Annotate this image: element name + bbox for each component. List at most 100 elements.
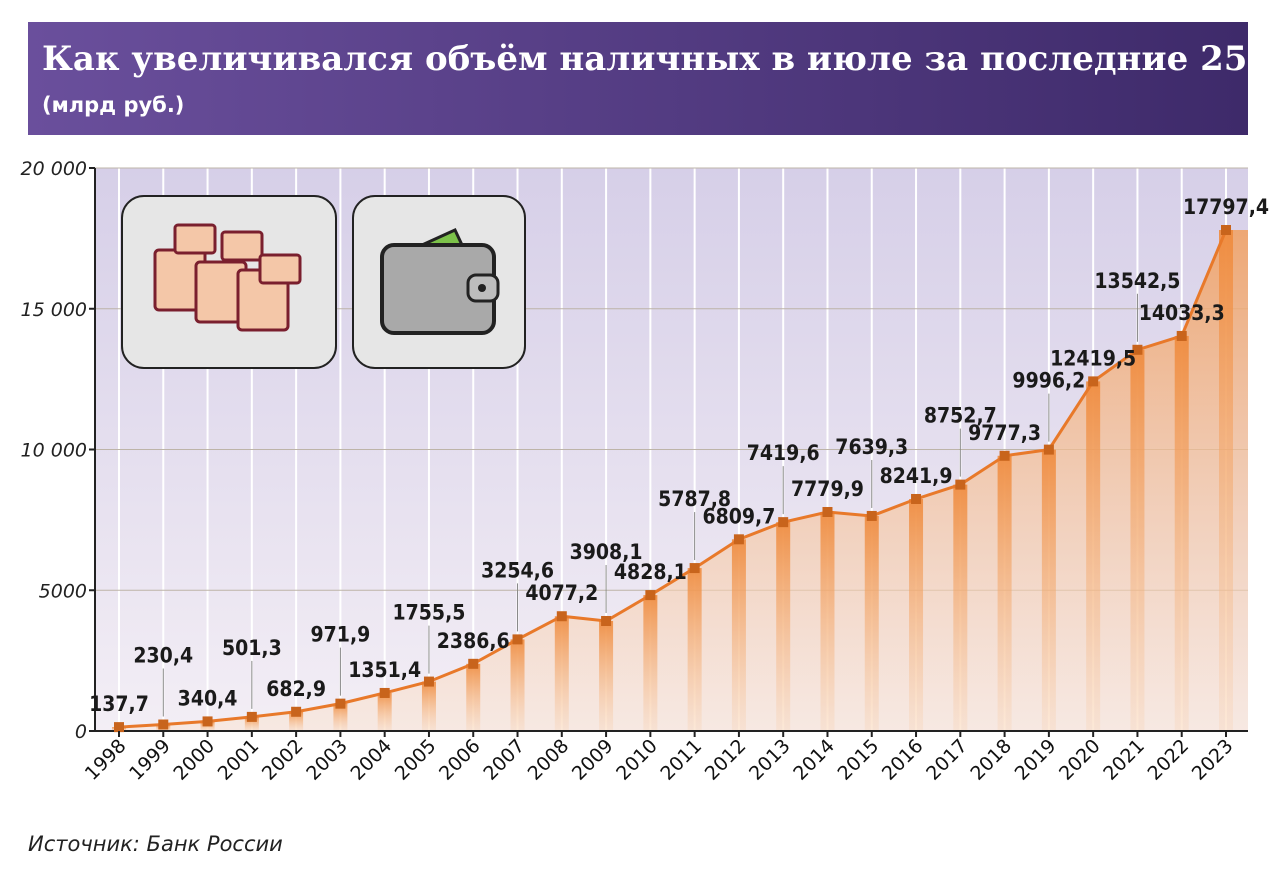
data-label: 1755,5 — [393, 601, 466, 625]
point — [955, 479, 966, 490]
point — [1221, 225, 1231, 236]
bar — [377, 692, 392, 731]
point — [866, 510, 877, 521]
point — [999, 450, 1010, 461]
bar — [1174, 335, 1189, 731]
x-tick-label: 2013 — [745, 735, 795, 785]
icons — [121, 195, 526, 369]
x-tick-label: 2000 — [169, 735, 219, 785]
money-icon — [153, 223, 302, 332]
bar — [333, 703, 348, 731]
point — [114, 722, 124, 733]
data-label: 3908,1 — [570, 540, 643, 564]
bar — [953, 484, 968, 731]
x-tick-label: 2012 — [701, 735, 751, 785]
bar — [421, 681, 436, 731]
x-tick-label: 2011 — [656, 735, 706, 785]
x-tick-label: 1999 — [125, 735, 175, 785]
data-label: 3254,6 — [481, 558, 554, 582]
point — [645, 590, 656, 601]
bar — [997, 455, 1012, 731]
x-tick-label: 2005 — [391, 735, 441, 785]
source-note: Источник: Банк России — [28, 832, 283, 856]
point — [689, 563, 700, 574]
point — [601, 615, 612, 626]
line — [118, 229, 1228, 729]
bar — [1219, 230, 1233, 732]
x-tick-label: 2001 — [214, 735, 264, 785]
x-tick-label: 2010 — [612, 735, 662, 785]
data-label: 7639,3 — [835, 435, 908, 459]
data-label: 501,3 — [222, 636, 282, 660]
point — [733, 534, 744, 545]
x-tick-label: 2020 — [1055, 735, 1105, 785]
data-label: 9777,3 — [968, 421, 1041, 445]
x-tick-label: 2016 — [878, 735, 928, 785]
bar — [909, 498, 924, 731]
data-label: 7419,6 — [747, 441, 820, 465]
data-label: 7779,9 — [791, 477, 864, 501]
point — [1132, 344, 1143, 355]
y-tick-label: 10 000 — [21, 440, 87, 462]
point — [202, 716, 213, 727]
point — [423, 676, 434, 687]
data-label: 13542,5 — [1094, 269, 1180, 293]
data-label: 682,9 — [266, 677, 326, 701]
y-tick-label: 0 — [75, 721, 87, 743]
data-label: 5787,8 — [658, 487, 731, 511]
data-label: 4077,2 — [525, 581, 598, 605]
point — [468, 658, 479, 669]
data-label: 12419,5 — [1050, 346, 1136, 370]
wallet-button — [478, 284, 486, 292]
y-tick-label: 15 000 — [21, 299, 87, 321]
data-label: 17797,4 — [1183, 195, 1269, 219]
bar — [864, 515, 879, 731]
x-tick-label: 2022 — [1144, 735, 1194, 785]
data-label: 4828,1 — [614, 560, 687, 584]
x-tick-label: 2002 — [258, 735, 308, 785]
chart-title: Как увеличивался объём наличных в июле з… — [42, 39, 1280, 79]
data-label: 971,9 — [311, 623, 371, 647]
x-tick-label: 2023 — [1188, 735, 1238, 785]
x-tick-label: 1998 — [81, 735, 131, 785]
data-label: 340,4 — [178, 686, 238, 710]
header-band — [28, 22, 1248, 135]
bar — [820, 511, 835, 731]
point — [158, 719, 169, 730]
data-label: 8752,7 — [924, 404, 997, 428]
y-tick-label: 20 000 — [21, 158, 87, 180]
bar — [599, 620, 614, 731]
x-tick-label: 2008 — [524, 735, 574, 785]
data-label: 14033,3 — [1139, 301, 1225, 325]
data-label: 9996,2 — [1012, 369, 1085, 393]
point — [379, 687, 390, 698]
x-tick-label: 2019 — [1011, 735, 1061, 785]
bar — [731, 539, 746, 731]
bar — [1041, 449, 1056, 731]
point — [335, 698, 346, 709]
x-tick-label: 2004 — [346, 735, 396, 785]
x-tick-label: 2015 — [834, 735, 884, 785]
bar — [466, 663, 481, 731]
x-tick-label: 2014 — [789, 735, 839, 785]
bar — [643, 595, 658, 731]
data-label: 6809,7 — [702, 504, 775, 528]
point — [246, 711, 257, 722]
bar — [1086, 381, 1101, 731]
x-tick-label: 2018 — [966, 735, 1016, 785]
bar — [554, 616, 569, 731]
point — [291, 706, 302, 717]
chart-subtitle: (млрд руб.) — [42, 93, 184, 117]
point — [911, 493, 922, 504]
data-label: 2386,6 — [437, 629, 510, 653]
y-tick-label: 5000 — [39, 580, 87, 602]
bar — [1130, 349, 1145, 731]
x-tick-label: 2006 — [435, 735, 485, 785]
point — [778, 517, 789, 528]
x-tick-label: 2009 — [568, 735, 618, 785]
x-tick-label: 2007 — [479, 735, 529, 785]
point — [1043, 444, 1054, 455]
data-label: 8241,9 — [880, 464, 953, 488]
x-tick-label: 2021 — [1099, 735, 1149, 785]
point — [1088, 376, 1099, 387]
